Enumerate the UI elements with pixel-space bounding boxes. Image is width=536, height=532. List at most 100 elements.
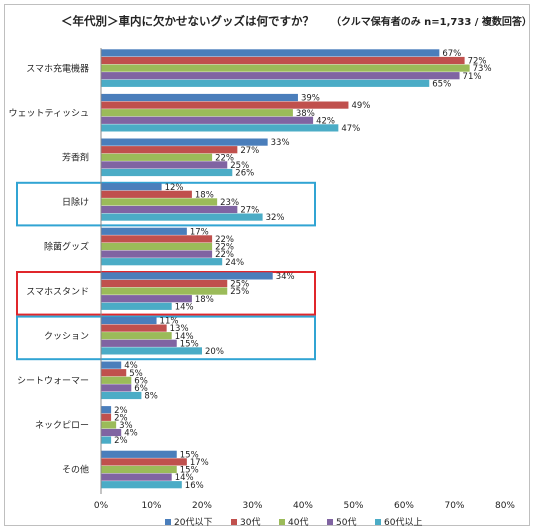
data-label: 5%: [129, 369, 143, 379]
data-label: 42%: [316, 116, 335, 126]
highlight-boxes: [16, 181, 316, 361]
bar: [101, 168, 233, 177]
bar: [101, 384, 132, 392]
data-label: 22%: [215, 243, 234, 253]
legend-label: 40代: [288, 517, 308, 527]
data-label: 20%: [205, 347, 224, 357]
data-label: 67%: [442, 49, 461, 59]
data-label: 22%: [215, 153, 234, 163]
legend-swatch: [231, 519, 237, 525]
legend: 20代以下 30代 40代 50代 60代以上: [165, 517, 422, 527]
highlight-box: [16, 271, 316, 316]
data-label: 71%: [463, 72, 482, 82]
bar: [101, 481, 182, 489]
bar: [101, 458, 187, 466]
data-label: 4%: [124, 429, 138, 439]
category-label: スマホスタンド: [26, 286, 89, 297]
category-label: ウェットティッシュ: [9, 108, 89, 119]
bar: [101, 272, 273, 280]
bar: [101, 316, 157, 325]
data-label: 24%: [225, 258, 244, 268]
bar: [101, 161, 228, 169]
data-label: 2%: [114, 436, 128, 446]
data-label: 32%: [266, 213, 285, 223]
category-label: その他: [62, 464, 89, 476]
bar: [101, 295, 192, 303]
bar-series: 67%72%73%71%65%39%49%38%42%47%33%27%22%2…: [101, 49, 492, 491]
bar-chart: ＜年代別＞車内に欠かせないグッズは何ですか？ （クルマ保有者のみ n=1,733…: [9, 14, 531, 527]
bar: [101, 406, 112, 414]
chart-note: （クルマ保有者のみ n=1,733 / 複数回答）: [331, 15, 531, 28]
x-tick-label: 40%: [293, 501, 313, 511]
bar: [101, 101, 349, 109]
data-label: 11%: [160, 317, 179, 327]
bar: [101, 49, 440, 57]
data-label: 26%: [235, 169, 254, 179]
category-labels: スマホ充電機器ウェットティッシュ芳香剤日除け除菌グッズスマホスタンドクッションシ…: [9, 62, 89, 475]
legend-swatch: [279, 519, 285, 525]
data-label: 33%: [271, 138, 290, 148]
data-label: 2%: [114, 406, 128, 416]
data-label: 4%: [124, 361, 138, 371]
bar: [101, 450, 177, 458]
legend-label: 50代: [336, 517, 356, 527]
x-tick-label: 30%: [242, 501, 262, 511]
bar: [101, 302, 172, 310]
bar: [101, 347, 202, 355]
bar: [101, 413, 112, 421]
bar: [101, 242, 213, 251]
legend-label: 30代: [240, 517, 260, 527]
bar: [101, 213, 263, 221]
bar: [101, 227, 187, 235]
category-label: 芳香剤: [62, 152, 89, 164]
data-label: 13%: [170, 324, 189, 334]
category-label: クッション: [44, 331, 89, 342]
category-label: 除菌グッズ: [44, 241, 89, 253]
bar: [101, 153, 213, 161]
data-label: 34%: [276, 272, 295, 282]
bar: [101, 339, 177, 347]
data-label: 14%: [175, 332, 194, 342]
bar: [101, 465, 177, 474]
data-label: 27%: [240, 206, 259, 216]
data-label: 14%: [175, 302, 194, 312]
category-label: シートウォーマー: [17, 376, 89, 387]
x-tick-label: 20%: [192, 501, 212, 511]
data-label: 2%: [114, 413, 128, 423]
bar: [101, 79, 430, 87]
data-label: 25%: [230, 161, 249, 171]
data-label: 15%: [180, 466, 199, 476]
category-label: ネックピロー: [35, 420, 89, 431]
bar: [101, 109, 293, 117]
bar: [101, 190, 192, 198]
bar: [101, 391, 142, 400]
data-label: 23%: [220, 198, 239, 208]
legend-label: 20代以下: [174, 517, 212, 527]
highlight-box: [16, 181, 316, 227]
data-label: 72%: [468, 57, 487, 67]
bar: [101, 138, 268, 146]
highlight-box: [16, 315, 316, 361]
data-label: 38%: [296, 109, 315, 119]
data-label: 25%: [230, 287, 249, 297]
bar: [101, 56, 465, 65]
data-label: 49%: [351, 101, 370, 111]
bar: [101, 183, 162, 191]
data-label: 39%: [301, 94, 320, 104]
data-label: 16%: [185, 481, 204, 491]
data-label: 14%: [175, 473, 194, 483]
bar: [101, 332, 172, 340]
x-tick-label: 50%: [343, 501, 363, 511]
data-label: 25%: [230, 280, 249, 290]
data-label: 22%: [215, 250, 234, 260]
chart-title: ＜年代別＞車内に欠かせないグッズは何ですか？: [61, 14, 314, 28]
data-label: 18%: [195, 295, 214, 305]
data-label: 6%: [134, 384, 148, 394]
data-label: 18%: [195, 190, 214, 200]
x-tick-label: 0%: [94, 501, 109, 511]
category-label: スマホ充電機器: [26, 62, 89, 74]
data-label: 17%: [190, 458, 209, 468]
chart-frame: ＜年代別＞車内に欠かせないグッズは何ですか？ （クルマ保有者のみ n=1,733…: [4, 4, 531, 527]
data-label: 17%: [190, 227, 209, 237]
bar: [101, 324, 167, 332]
